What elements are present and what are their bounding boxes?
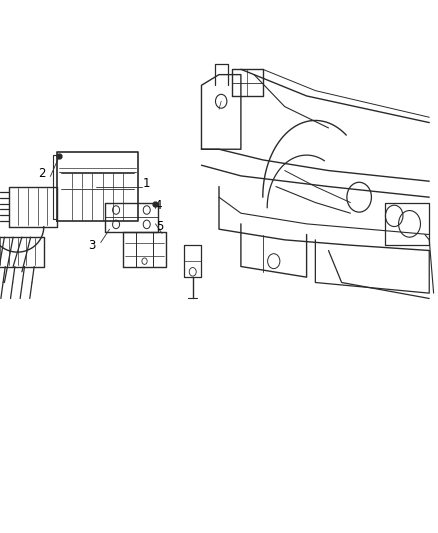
Text: 1: 1 xyxy=(143,177,151,190)
Text: 3: 3 xyxy=(88,239,95,252)
Text: 4: 4 xyxy=(154,199,162,212)
Text: 5: 5 xyxy=(156,220,163,233)
Text: 2: 2 xyxy=(38,167,46,180)
